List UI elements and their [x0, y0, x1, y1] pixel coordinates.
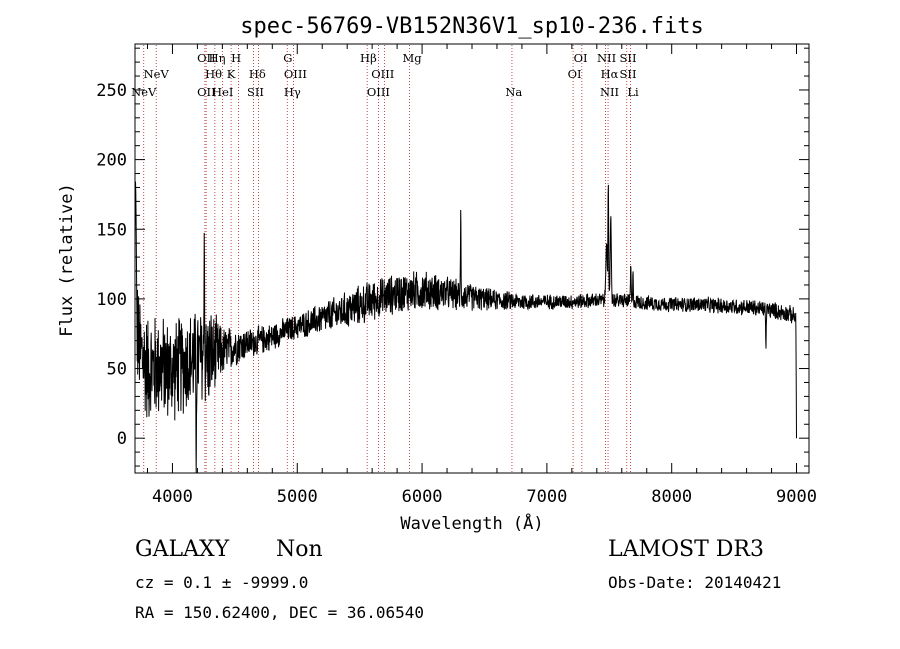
- line-label: Hβ: [360, 51, 377, 65]
- line-label: OIII: [367, 85, 390, 99]
- spectrum-line: [134, 181, 797, 474]
- line-label: OI: [568, 67, 582, 81]
- line-label: Na: [505, 85, 522, 99]
- line-label: OIII: [284, 67, 307, 81]
- observation-date: Obs-Date: 20140421: [608, 573, 782, 592]
- x-axis-label: Wavelength (Å): [400, 512, 543, 534]
- object-class: GALAXY: [135, 537, 230, 562]
- line-label: Hγ: [284, 85, 301, 99]
- line-label: Hδ: [249, 67, 266, 81]
- y-tick-label: 0: [117, 429, 127, 449]
- coordinates: RA = 150.62400, DEC = 36.06540: [135, 603, 424, 622]
- x-tick-label: 8000: [651, 487, 692, 507]
- survey-name: LAMOST DR3: [608, 537, 764, 562]
- emission-line-markers: [143, 45, 631, 472]
- line-label: Hα: [601, 67, 619, 81]
- line-label: Hη: [209, 51, 226, 65]
- line-label: OI: [574, 51, 588, 65]
- y-tick-label: 100: [96, 290, 127, 310]
- line-label: OII: [197, 51, 216, 65]
- line-label: NeV: [131, 85, 157, 99]
- line-label: G: [283, 51, 292, 65]
- object-subclass: Non: [276, 537, 323, 562]
- line-label: HeI: [212, 85, 233, 99]
- line-label: NII: [600, 85, 619, 99]
- line-label: Hθ: [205, 67, 222, 81]
- y-tick-label: 250: [96, 81, 127, 101]
- y-tick-label: 150: [96, 220, 127, 240]
- chart-title: spec-56769-VB152N36V1_sp10-236.fits: [240, 14, 704, 39]
- y-tick-label: 200: [96, 151, 127, 171]
- line-label: K: [227, 67, 236, 81]
- line-label: SII: [620, 67, 637, 81]
- x-tick-label: 7000: [526, 487, 567, 507]
- line-label: H: [231, 51, 241, 65]
- plot-frame: [134, 43, 810, 474]
- x-tick-label: 5000: [277, 487, 318, 507]
- line-label: Li: [627, 85, 639, 99]
- y-tick-label: 50: [107, 360, 127, 380]
- line-label: OII: [197, 85, 216, 99]
- line-label: NII: [597, 51, 616, 65]
- line-label: SII: [620, 51, 637, 65]
- line-label: Mg: [403, 51, 423, 65]
- x-tick-label: 6000: [402, 487, 443, 507]
- line-label: OIII: [371, 67, 394, 81]
- redshift-value: cz = 0.1 ± -9999.0: [135, 573, 309, 592]
- line-label: NeV: [144, 67, 170, 81]
- x-tick-label: 4000: [152, 487, 193, 507]
- x-tick-label: 9000: [776, 487, 817, 507]
- y-axis-label: Flux (relative): [57, 183, 77, 337]
- spectrum-chart: spec-56769-VB152N36V1_sp10-236.fits NeV N…: [57, 14, 817, 534]
- line-label: SII: [247, 85, 264, 99]
- axis-ticks: 4000 5000 6000 7000 8000 9000 0 50 100 150 200 250: [96, 44, 817, 507]
